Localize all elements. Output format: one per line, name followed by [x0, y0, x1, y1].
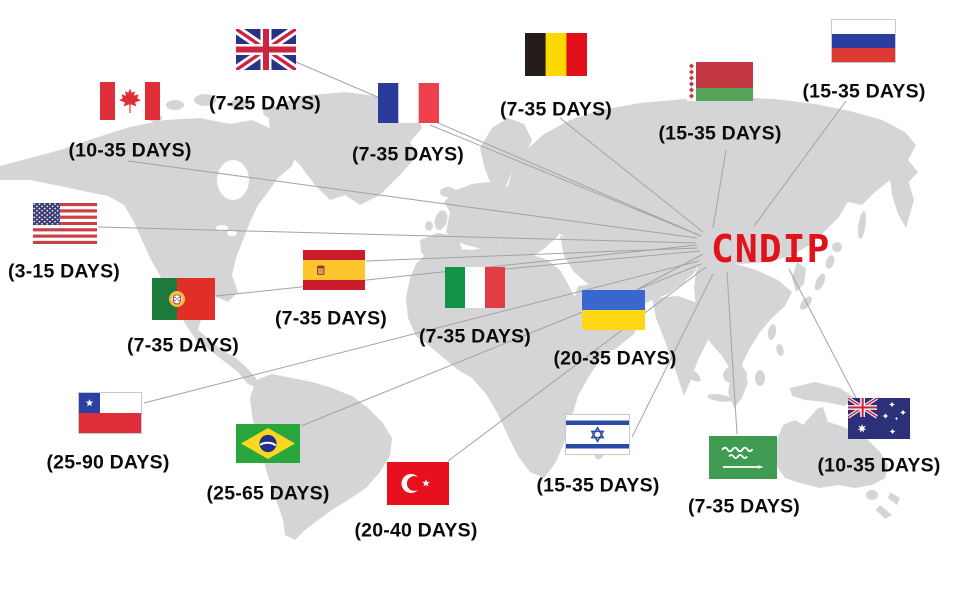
flag-belarus — [687, 62, 753, 101]
route-france — [429, 124, 702, 237]
days-label-spain: (7-35 DAYS) — [274, 307, 388, 330]
flag-belgium — [525, 33, 587, 76]
route-usa — [97, 226, 697, 244]
route-spain — [365, 247, 699, 262]
days-label-belgium: (7-35 DAYS) — [499, 98, 613, 121]
days-label-france: (7-35 DAYS) — [351, 143, 465, 166]
days-label-saudi-arabia: (7-35 DAYS) — [687, 495, 801, 518]
flag-brazil — [236, 424, 300, 463]
days-label-russia: (15-35 DAYS) — [802, 80, 926, 103]
flag-australia — [848, 398, 910, 439]
flag-russia — [832, 20, 895, 62]
route-israel — [631, 273, 714, 438]
flag-chile — [79, 393, 141, 433]
route-australia — [788, 268, 857, 399]
days-label-israel: (15-35 DAYS) — [536, 474, 660, 497]
route-canada — [127, 160, 698, 239]
days-label-ukraine: (20-35 DAYS) — [553, 347, 677, 370]
days-label-portugal: (7-35 DAYS) — [126, 334, 240, 357]
flag-turkey — [387, 462, 449, 505]
flag-italy — [445, 267, 505, 308]
route-turkey — [447, 266, 707, 462]
route-belarus — [712, 149, 727, 229]
days-label-belarus: (15-35 DAYS) — [658, 122, 782, 145]
route-italy — [504, 250, 701, 270]
route-russia — [753, 100, 847, 227]
flag-spain — [303, 250, 365, 290]
flag-canada — [100, 82, 160, 120]
flag-uk — [236, 29, 296, 70]
flag-ukraine — [582, 290, 645, 330]
water-cutouts — [216, 160, 249, 236]
flag-portugal — [152, 278, 215, 320]
days-label-brazil: (25-65 DAYS) — [206, 482, 330, 505]
days-label-chile: (25-90 DAYS) — [46, 451, 170, 474]
flag-france — [378, 83, 439, 123]
days-label-uk: (7-25 DAYS) — [208, 92, 322, 115]
days-label-australia: (10-35 DAYS) — [817, 454, 941, 477]
days-label-canada: (10-35 DAYS) — [68, 139, 192, 162]
route-ukraine — [637, 253, 704, 290]
days-label-usa: (3-15 DAYS) — [7, 260, 121, 283]
days-label-turkey: (20-40 DAYS) — [354, 519, 478, 542]
flag-israel — [566, 415, 629, 454]
route-uk — [295, 61, 700, 236]
route-saudi-arabia — [726, 271, 738, 435]
route-chile — [143, 260, 700, 404]
flag-saudi-arabia — [709, 436, 777, 479]
brand-label: CNDIP — [711, 227, 831, 271]
continents — [0, 92, 918, 540]
flag-usa — [33, 203, 97, 244]
route-belgium — [559, 117, 704, 233]
days-label-italy: (7-35 DAYS) — [418, 325, 532, 348]
